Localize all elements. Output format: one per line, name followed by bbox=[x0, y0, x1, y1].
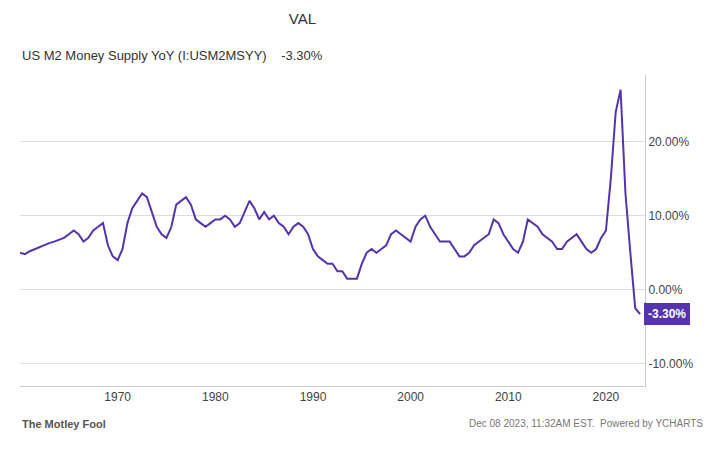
svg-text:The Motley Fool: The Motley Fool bbox=[22, 418, 106, 430]
svg-text:Dec 08 2023, 11:32AM EST. Pow: Dec 08 2023, 11:32AM EST. Powered by YCH… bbox=[469, 418, 703, 429]
svg-text:1990: 1990 bbox=[300, 390, 327, 404]
svg-text:-10.00%: -10.00% bbox=[648, 357, 693, 371]
svg-text:2010: 2010 bbox=[495, 390, 522, 404]
svg-text:2000: 2000 bbox=[397, 390, 424, 404]
svg-text:10.00%: 10.00% bbox=[648, 209, 689, 223]
svg-text:VAL: VAL bbox=[289, 10, 316, 27]
svg-text:US M2 Money Supply YoY (I:USM2: US M2 Money Supply YoY (I:USM2MSYY) -3.3… bbox=[22, 48, 323, 63]
svg-text:1970: 1970 bbox=[104, 390, 131, 404]
svg-text:20.00%: 20.00% bbox=[648, 135, 689, 149]
svg-text:-3.30%: -3.30% bbox=[648, 307, 686, 321]
svg-text:0.00%: 0.00% bbox=[648, 283, 682, 297]
svg-text:2020: 2020 bbox=[593, 390, 620, 404]
svg-text:1980: 1980 bbox=[202, 390, 229, 404]
